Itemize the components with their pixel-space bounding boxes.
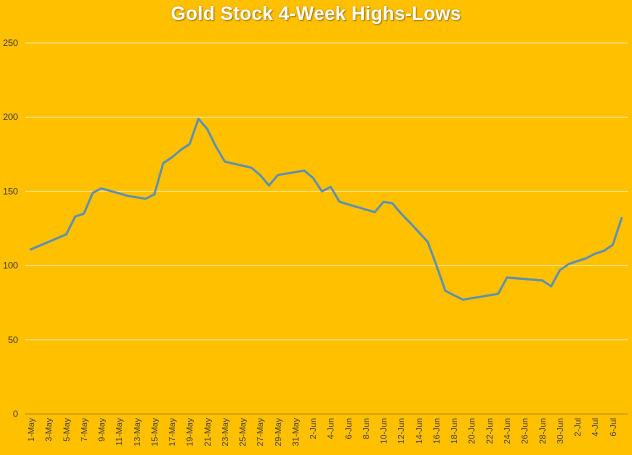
x-tick-label: 13-May — [132, 417, 142, 446]
x-tick-label: 2-Jun — [308, 418, 318, 440]
x-tick-label: 28-Jun — [537, 418, 547, 444]
x-tick-label: 1-May — [26, 417, 36, 441]
x-tick-label: 4-Jul — [590, 418, 600, 437]
x-tick-label: 23-May — [220, 417, 230, 446]
y-tick-label: 100 — [3, 261, 18, 271]
x-tick-label: 29-May — [273, 417, 283, 446]
x-tick-label: 7-May — [79, 417, 89, 441]
x-tick-label: 9-May — [97, 417, 107, 441]
x-tick-label: 21-May — [202, 417, 212, 446]
x-tick-label: 16-Jun — [432, 418, 442, 444]
y-tick-label: 50 — [8, 335, 18, 345]
y-tick-label: 0 — [13, 409, 18, 419]
x-axis-labels: 1-May 3-May 5-May 7-May 9-May 11-May 13-May 15-… — [26, 417, 618, 446]
x-tick-label: 11-May — [114, 417, 124, 445]
x-tick-label: 14-Jun — [414, 418, 424, 444]
x-tick-label: 12-Jun — [396, 418, 406, 444]
x-tick-label: 15-May — [149, 417, 159, 446]
x-tick-label: 26-Jun — [520, 418, 530, 444]
x-tick-label: 31-May — [290, 417, 300, 446]
x-tick-label: 8-Jun — [361, 418, 371, 440]
series-line — [29, 117, 623, 301]
chart-title: Gold Stock 4-Week Highs-Lows — [170, 4, 462, 25]
x-tick-label: 24-Jun — [502, 418, 512, 444]
gridlines — [25, 42, 628, 341]
x-tick-label: 10-Jun — [379, 418, 389, 444]
x-tick-label: 6-Jul — [608, 418, 618, 437]
x-tick-label: 18-Jun — [449, 418, 459, 444]
x-tick-label: 19-May — [185, 417, 195, 446]
series-layer — [29, 117, 623, 301]
x-tick-label: 5-May — [61, 417, 71, 441]
x-tick-label: 3-May — [44, 417, 54, 441]
x-tick-label: 20-Jun — [467, 418, 477, 444]
y-tick-label: 250 — [3, 38, 18, 48]
x-tick-label: 6-Jun — [343, 418, 353, 440]
x-tick-label: 4-Jun — [326, 418, 336, 440]
y-tick-label: 200 — [3, 112, 18, 122]
x-tick-label: 2-Jul — [573, 418, 583, 437]
x-tick-label: 22-Jun — [484, 418, 494, 444]
y-axis: 0 50 100 150 200 250 — [3, 38, 18, 419]
x-tick-label: 25-May — [238, 417, 248, 446]
x-tick-label: 30-Jun — [555, 418, 565, 444]
x-tick-label: 27-May — [255, 417, 265, 446]
x-tick-label: 17-May — [167, 417, 177, 446]
y-tick-label: 150 — [3, 186, 18, 196]
